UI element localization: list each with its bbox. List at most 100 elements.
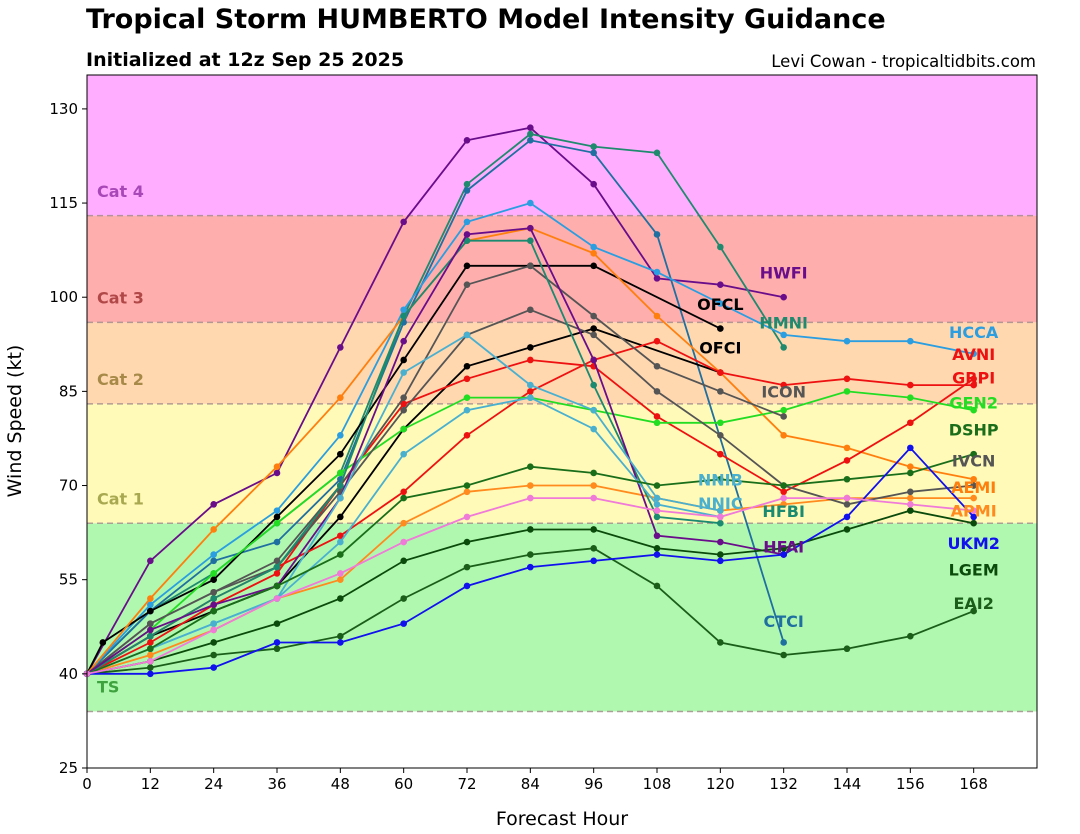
data-point [717,507,724,514]
x-tick-label: 24 [204,775,223,793]
data-point [400,400,407,408]
series-line [86,133,785,675]
data-point [653,388,661,395]
axes: 0 12 24 36 48 60 72 84 96 108 120 132 144 156 168 25 40 5… [49,100,988,793]
data-point [653,507,661,514]
y-axis-label: Wind Speed (kt) [4,345,26,498]
data-point [400,369,407,376]
x-tick-label: 84 [521,775,540,793]
data-point [273,595,281,602]
data-point [717,432,724,439]
data-point [843,388,851,395]
data-point [400,519,407,527]
data-point [147,670,154,678]
data-point [590,526,597,533]
data-point [400,450,407,458]
y-tick-label: 130 [49,100,78,118]
data-point [527,381,534,389]
series-dshp [83,450,977,678]
data-point [273,507,281,514]
data-point [717,639,724,646]
band-ts [87,523,1037,712]
data-point [337,450,344,458]
data-point [527,262,534,270]
data-point [147,664,154,671]
data-point [273,563,281,571]
series-label: CTCI [763,612,803,631]
data-point [717,281,724,288]
data-point [590,544,597,552]
data-point [210,526,217,533]
data-point [717,551,724,558]
data-point [970,350,977,358]
data-point [273,570,281,577]
data-point [653,551,661,558]
y-tick-label: 55 [59,571,78,589]
series-label: HCCA [949,323,999,342]
data-point [780,293,787,301]
data-point [970,507,977,514]
chart-subtitle: Initialized at 12z Sep 25 2025 [86,49,405,71]
band-label: TS [97,678,119,697]
data-point [463,262,471,270]
data-point [970,482,977,489]
data-point [780,639,787,646]
data-point [527,526,534,533]
data-point [337,576,344,583]
data-point [337,632,344,640]
data-point [337,513,344,521]
data-point [717,475,724,483]
data-point [463,563,471,571]
y-tick-label: 70 [59,477,78,495]
x-tick-label: 96 [584,775,603,793]
data-point [717,300,724,307]
series-label: NNIC [698,494,742,513]
data-point [210,651,217,659]
data-point [147,639,154,646]
data-point [780,432,787,439]
data-point [970,381,977,389]
data-point [527,463,534,470]
data-point [653,419,661,427]
data-point [337,482,344,489]
data-point [843,494,851,502]
data-point [590,325,597,332]
data-point [273,538,281,546]
data-point [400,494,407,502]
data-point [780,482,787,489]
data-point [337,538,344,546]
data-point [400,406,407,414]
data-point [210,588,217,596]
data-point [400,218,407,226]
x-tick-label: 156 [896,775,925,793]
data-point [590,406,597,414]
data-point [907,488,914,496]
data-point [400,394,407,401]
data-point [400,425,407,433]
y-tick-label: 40 [59,665,78,683]
data-point [653,544,661,552]
data-point [337,532,344,540]
data-point [527,344,534,351]
data-point [463,180,471,188]
band-label: Cat 2 [97,370,144,389]
data-point [843,526,851,533]
data-point [590,469,597,477]
plot-frame [86,74,1038,769]
data-point [463,136,471,144]
data-point [717,557,724,565]
data-point [463,187,471,194]
data-point [463,513,471,521]
data-point [590,249,597,257]
data-point [970,475,977,483]
data-point [590,243,597,251]
data-point [527,356,534,364]
data-point [653,582,661,590]
series-label: NNIB [698,471,743,490]
data-point [210,601,217,609]
data-point [970,513,977,521]
data-point [780,406,787,414]
data-point [590,312,597,320]
data-point [527,224,534,232]
